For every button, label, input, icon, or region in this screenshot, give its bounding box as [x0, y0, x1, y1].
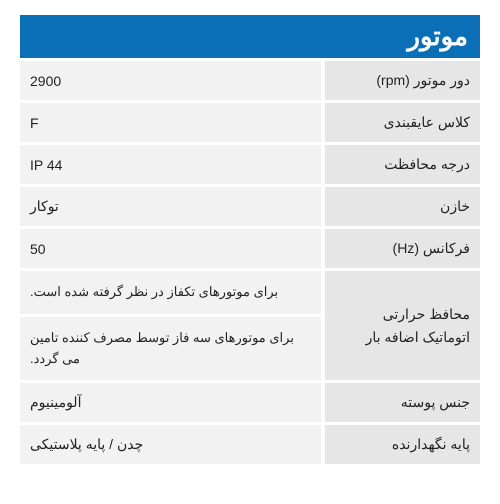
value-cell: چدن / پایه پلاستیکی: [20, 425, 321, 464]
value-cell: 2900: [20, 61, 321, 100]
label-cell: درجه محافظت: [325, 145, 480, 184]
spec-table: موتور دور موتور (rpm)2900کلاس عایقبندیFد…: [20, 15, 480, 464]
table-row: کلاس عایقبندیF: [20, 103, 480, 142]
table-row: خازنتوکار: [20, 187, 480, 226]
label-cell: محافظ حرارتی اتوماتیک اضافه بار: [325, 271, 480, 380]
label-cell: خازن: [325, 187, 480, 226]
table-row: دور موتور (rpm)2900: [20, 61, 480, 100]
value-cell: F: [20, 103, 321, 142]
value-cell: توکار: [20, 187, 321, 226]
label-cell: پایه نگهدارنده: [325, 425, 480, 464]
table-row-merged: محافظ حرارتی اتوماتیک اضافه بار برای موت…: [20, 271, 480, 380]
table-row: پایه نگهدارندهچدن / پایه پلاستیکی: [20, 425, 480, 464]
table-row: جنس پوستهآلومینیوم: [20, 383, 480, 422]
table-row: درجه محافظتIP 44: [20, 145, 480, 184]
value-cell: برای موتورهای سه فاز توسط مصرف کننده تام…: [20, 317, 321, 381]
merged-values: برای موتورهای تکفاز در نظر گرفته شده است…: [20, 271, 321, 380]
label-cell: جنس پوسته: [325, 383, 480, 422]
value-cell: 50: [20, 229, 321, 268]
value-cell: برای موتورهای تکفاز در نظر گرفته شده است…: [20, 271, 321, 314]
table-row: فرکانس (Hz)50: [20, 229, 480, 268]
table-header: موتور: [20, 15, 480, 58]
label-cell: دور موتور (rpm): [325, 61, 480, 100]
label-cell: کلاس عایقبندی: [325, 103, 480, 142]
label-cell: فرکانس (Hz): [325, 229, 480, 268]
value-cell: آلومینیوم: [20, 383, 321, 422]
value-cell: IP 44: [20, 145, 321, 184]
